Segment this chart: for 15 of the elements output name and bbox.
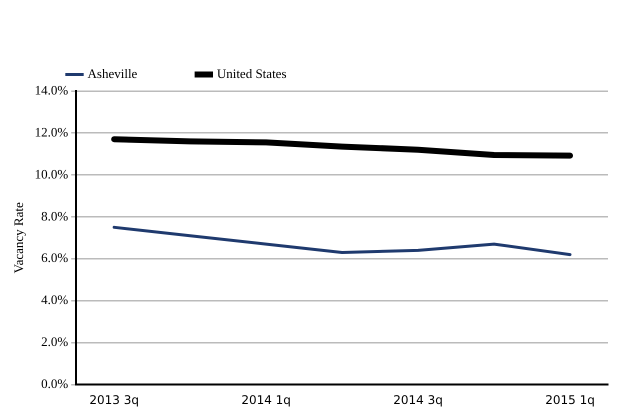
x-tick-label: 2013 3q [89, 392, 139, 407]
x-tick-label: 2014 1q [241, 392, 291, 407]
y-tick-label: 8.0% [41, 208, 68, 224]
x-tick-label: 2015 1q [545, 392, 595, 407]
y-tick-label: 6.0% [41, 250, 68, 266]
y-tick-label: 0.0% [41, 376, 68, 392]
y-tick-label: 10.0% [34, 166, 68, 182]
legend-label: Asheville [88, 66, 138, 81]
y-tick-label: 14.0% [34, 82, 68, 98]
x-tick-label: 2014 3q [393, 392, 443, 407]
y-tick-label: 2.0% [41, 334, 68, 350]
y-tick-label: 4.0% [41, 292, 68, 308]
y-axis-title: Vacancy Rate [11, 202, 26, 274]
legend-label: United States [216, 66, 287, 81]
y-tick-label: 12.0% [34, 124, 68, 140]
